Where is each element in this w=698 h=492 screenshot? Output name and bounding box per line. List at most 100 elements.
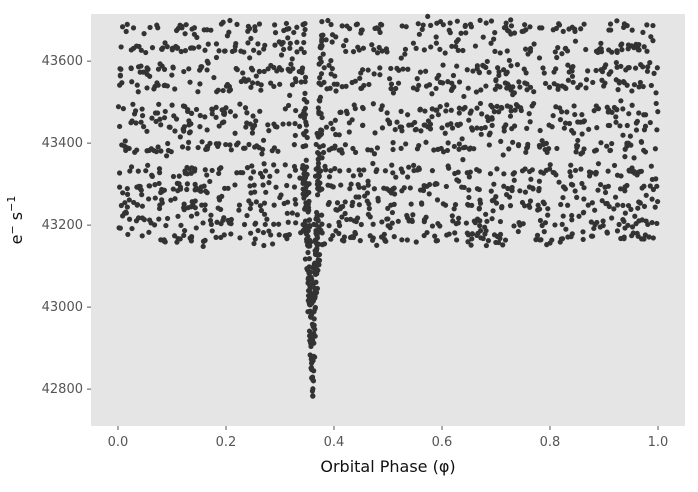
data-point xyxy=(479,111,485,117)
data-point xyxy=(569,73,576,79)
data-point xyxy=(449,213,455,219)
data-point xyxy=(602,80,608,86)
data-point xyxy=(176,181,182,187)
data-point xyxy=(138,47,144,53)
data-point xyxy=(266,228,272,234)
data-point xyxy=(504,85,510,91)
data-point xyxy=(634,118,640,124)
data-point xyxy=(141,31,147,37)
data-point xyxy=(456,141,462,147)
data-point xyxy=(228,147,234,153)
data-point xyxy=(497,50,503,56)
data-point xyxy=(320,51,326,57)
data-point xyxy=(597,181,604,188)
data-point xyxy=(171,233,178,239)
data-point xyxy=(240,70,246,76)
data-point xyxy=(398,108,404,114)
data-point xyxy=(445,163,451,169)
data-point xyxy=(262,168,269,174)
data-point xyxy=(534,232,541,238)
data-point xyxy=(140,69,147,75)
data-point xyxy=(313,266,320,272)
data-point xyxy=(372,130,378,136)
data-point xyxy=(209,111,215,117)
data-point xyxy=(460,47,466,54)
data-point xyxy=(336,132,342,138)
data-point xyxy=(352,149,359,155)
data-point xyxy=(618,173,624,179)
data-point xyxy=(543,167,549,173)
data-point xyxy=(506,28,512,35)
data-point xyxy=(507,113,514,119)
data-point xyxy=(276,232,282,238)
data-point xyxy=(477,100,484,107)
data-point xyxy=(278,52,285,58)
data-point xyxy=(450,72,457,79)
data-point xyxy=(377,65,383,71)
data-point xyxy=(635,233,641,239)
data-point xyxy=(287,68,293,74)
data-point xyxy=(138,119,144,125)
data-point xyxy=(481,63,487,69)
data-point xyxy=(248,84,254,90)
data-point xyxy=(581,196,587,202)
data-point xyxy=(184,171,190,177)
data-point xyxy=(536,185,542,192)
data-point xyxy=(625,42,632,48)
data-point xyxy=(360,122,366,128)
data-point xyxy=(560,28,566,34)
data-point xyxy=(518,105,524,111)
data-point xyxy=(583,85,589,91)
data-point xyxy=(302,74,309,80)
data-point xyxy=(223,141,229,148)
data-point xyxy=(209,107,215,113)
data-point xyxy=(619,41,625,47)
data-point xyxy=(578,151,584,157)
data-point xyxy=(505,185,511,192)
data-point xyxy=(258,82,264,88)
data-point xyxy=(491,232,498,238)
data-point xyxy=(309,388,316,394)
data-point xyxy=(251,182,257,188)
data-point xyxy=(172,86,178,92)
data-point xyxy=(357,172,364,178)
data-point xyxy=(332,73,338,79)
data-point xyxy=(285,199,291,205)
data-point xyxy=(134,147,140,153)
data-point xyxy=(300,191,306,197)
data-point xyxy=(249,80,256,86)
data-point xyxy=(302,175,308,181)
data-point xyxy=(586,126,592,132)
data-point xyxy=(510,139,516,145)
data-point xyxy=(226,29,232,35)
data-point xyxy=(126,197,132,203)
data-point xyxy=(306,217,313,223)
data-point xyxy=(605,168,611,174)
data-point xyxy=(170,173,177,180)
data-point xyxy=(399,188,405,194)
data-point xyxy=(387,225,393,231)
data-point xyxy=(115,104,122,110)
data-point xyxy=(247,183,253,189)
data-point xyxy=(173,27,180,34)
data-point xyxy=(126,216,133,222)
data-point xyxy=(522,46,529,52)
data-point xyxy=(460,145,467,151)
data-point xyxy=(456,105,462,111)
data-point xyxy=(300,143,306,150)
data-point xyxy=(144,128,150,134)
data-point xyxy=(499,205,505,211)
data-point xyxy=(164,83,170,89)
data-point xyxy=(124,191,131,197)
data-point xyxy=(252,236,258,242)
data-point xyxy=(123,28,129,35)
data-point xyxy=(342,142,348,148)
data-point xyxy=(202,237,208,243)
data-point xyxy=(389,162,395,168)
data-point xyxy=(118,202,124,209)
data-point xyxy=(598,140,604,146)
data-point xyxy=(599,69,606,75)
data-point xyxy=(274,168,280,174)
data-point xyxy=(566,120,573,127)
data-point xyxy=(433,107,439,113)
